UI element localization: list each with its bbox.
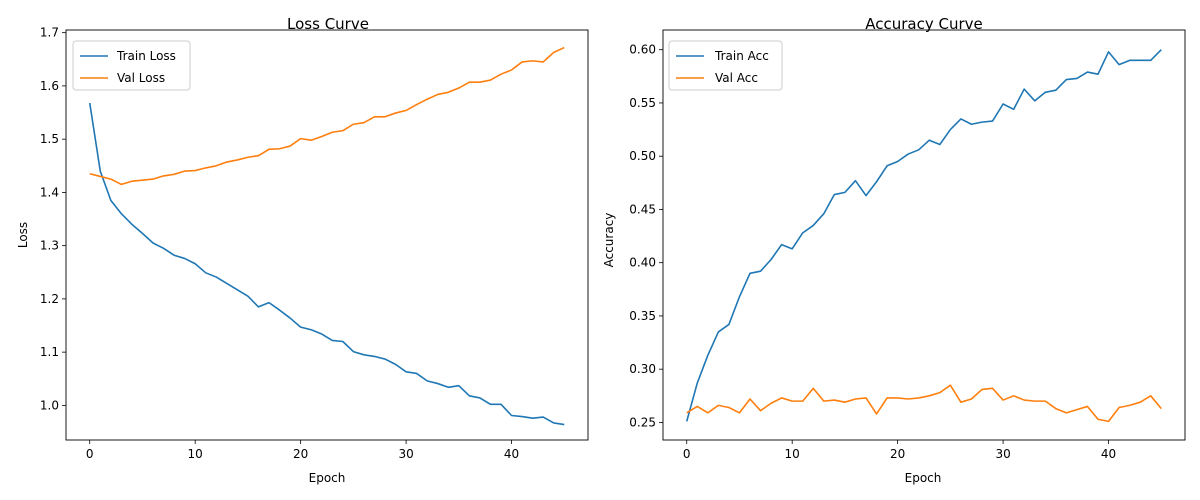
accuracy-legend: Train Acc Val Acc <box>668 40 783 91</box>
loss-series-line-val <box>89 46 565 186</box>
accuracy-chart-title: Accuracy Curve <box>865 15 983 33</box>
loss-x-tick-label: 0 <box>86 447 94 461</box>
loss-y-tick-label: 1.5 <box>40 132 59 146</box>
loss-legend-label-val: Val Loss <box>117 71 165 85</box>
loss-y-tick-label: 1.6 <box>40 79 59 93</box>
accuracy-y-tick-label: 0.40 <box>629 256 656 270</box>
accuracy-series-line-train <box>685 49 1162 422</box>
accuracy-x-tick-label: 40 <box>1101 447 1116 461</box>
accuracy-series-group <box>685 49 1162 423</box>
loss-legend-label-train: Train Loss <box>116 49 176 63</box>
accuracy-chart: Accuracy Curve 0 10 20 30 40 0.25 0.30 0.35 0.4… <box>602 15 1186 485</box>
loss-legend: Train Loss Val Loss <box>72 40 191 91</box>
loss-x-tick-label: 10 <box>188 447 203 461</box>
accuracy-x-tick-label: 30 <box>995 447 1010 461</box>
loss-y-tick-label: 1.1 <box>40 345 59 359</box>
loss-x-axis: 0 10 20 30 40 <box>86 440 519 461</box>
accuracy-x-axis-label: Epoch <box>905 471 942 485</box>
loss-x-tick-label: 40 <box>504 447 519 461</box>
loss-chart: Loss Curve 0 10 20 30 40 1.01.11.21.31.41.51… <box>16 15 589 485</box>
accuracy-y-tick-label: 0.45 <box>629 202 656 216</box>
loss-y-axis: 1.0 1.1 1.2 1.3 1.4 1.5 1.6 1.7 <box>40 26 66 412</box>
accuracy-y-tick-label: 0.50 <box>629 149 656 163</box>
loss-y-tick-label: 1.7 <box>40 26 59 40</box>
accuracy-y-tick-label: 0.60 <box>629 43 656 57</box>
accuracy-y-tick-label: 0.25 <box>629 415 656 429</box>
accuracy-x-axis: 0 10 20 30 40 <box>683 440 1116 461</box>
loss-chart-title: Loss Curve <box>287 15 369 33</box>
accuracy-legend-label-train: Train Acc <box>714 49 769 63</box>
accuracy-y-axis: 0.25 0.30 0.35 0.40 0.45 0.50 0.55 0.60 <box>629 43 663 429</box>
loss-y-tick-label: 1.2 <box>40 292 59 306</box>
loss-series-group <box>88 46 565 426</box>
loss-x-axis-label: Epoch <box>309 471 346 485</box>
accuracy-legend-label-val: Val Acc <box>715 71 758 85</box>
loss-y-tick-label: 1.3 <box>40 239 59 253</box>
accuracy-x-tick-label: 20 <box>890 447 905 461</box>
loss-x-tick-label: 30 <box>398 447 413 461</box>
loss-y-axis-label: Loss <box>16 222 30 248</box>
accuracy-y-axis-label: Accuracy <box>602 213 616 268</box>
accuracy-x-tick-label: 10 <box>785 447 800 461</box>
loss-y-tick-label: 1.4 <box>40 185 59 199</box>
loss-y-tick-label: 1.0 <box>40 398 59 412</box>
accuracy-plot-frame <box>662 29 1186 441</box>
loss-plot-frame <box>65 29 589 441</box>
loss-series-line-train <box>88 102 565 426</box>
loss-x-tick-label: 20 <box>293 447 308 461</box>
accuracy-x-tick-label: 0 <box>683 447 691 461</box>
accuracy-y-tick-label: 0.30 <box>629 362 656 376</box>
accuracy-y-tick-label: 0.35 <box>629 309 656 323</box>
accuracy-y-tick-label: 0.55 <box>629 96 656 110</box>
accuracy-series-line-val <box>686 384 1162 423</box>
